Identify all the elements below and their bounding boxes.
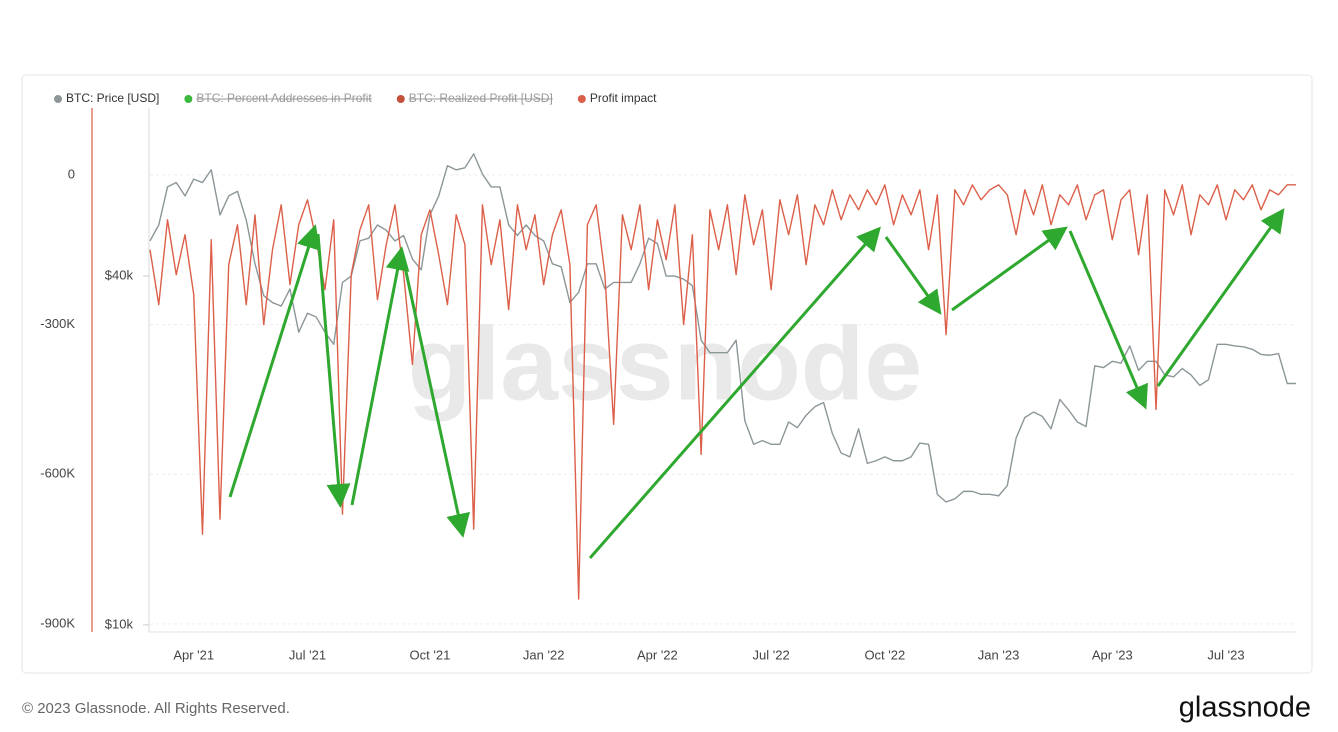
arrow — [228, 224, 321, 498]
arrow — [403, 266, 470, 538]
legend-marker — [396, 95, 405, 103]
y2-tick-label: $10k — [105, 616, 134, 631]
legend-marker — [577, 95, 586, 103]
arrow — [884, 236, 942, 315]
legend-label: Profit impact — [590, 91, 657, 105]
plot — [149, 153, 1296, 600]
watermark: glassnode — [408, 306, 922, 422]
copyright: © 2023 Glassnode. All Rights Reserved. — [22, 700, 290, 717]
grid — [143, 174, 1296, 626]
x-tick-label: Oct '21 — [410, 647, 451, 662]
x-tick-label: Jan '23 — [978, 647, 1020, 662]
logo: glassnode — [1179, 692, 1311, 724]
x-tick-label: Apr '21 — [173, 647, 214, 662]
arrow — [316, 233, 351, 508]
x-tick-label: Oct '22 — [864, 647, 905, 662]
legend-label: BTC: Percent Addresses in Profit — [196, 91, 372, 105]
y-tick-label: -600K — [40, 466, 75, 481]
arrow — [350, 246, 410, 506]
price-line — [149, 153, 1296, 503]
arrow — [588, 226, 881, 559]
x-tick-label: Jul '22 — [753, 647, 790, 662]
legend-marker — [54, 95, 62, 103]
x-tick-label: Apr '22 — [637, 647, 678, 662]
x-tick-label: Apr '23 — [1092, 647, 1133, 662]
arrow — [1156, 208, 1285, 387]
y-tick-label: 0 — [68, 166, 75, 181]
annotation-arrows — [228, 208, 1285, 559]
arrow — [951, 226, 1068, 312]
x-tick-label: Jul '21 — [289, 647, 326, 662]
profit-impact-line — [149, 184, 1296, 600]
y-tick-label: -900K — [40, 615, 75, 630]
y-tick-label: -300K — [40, 316, 75, 331]
x-tick-label: Jan '22 — [523, 647, 565, 662]
y2-tick-label: $40k — [105, 267, 134, 282]
x-tick-label: Jul '23 — [1207, 647, 1244, 662]
legend-label: BTC: Price [USD] — [66, 91, 159, 105]
legend: BTC: Price [USD] BTC: Percent Addresses i… — [54, 91, 657, 105]
chart-card — [21, 74, 1313, 674]
arrow — [1068, 230, 1148, 410]
legend-marker — [184, 95, 193, 103]
legend-label: BTC: Realized Profit [USD] — [409, 91, 553, 105]
